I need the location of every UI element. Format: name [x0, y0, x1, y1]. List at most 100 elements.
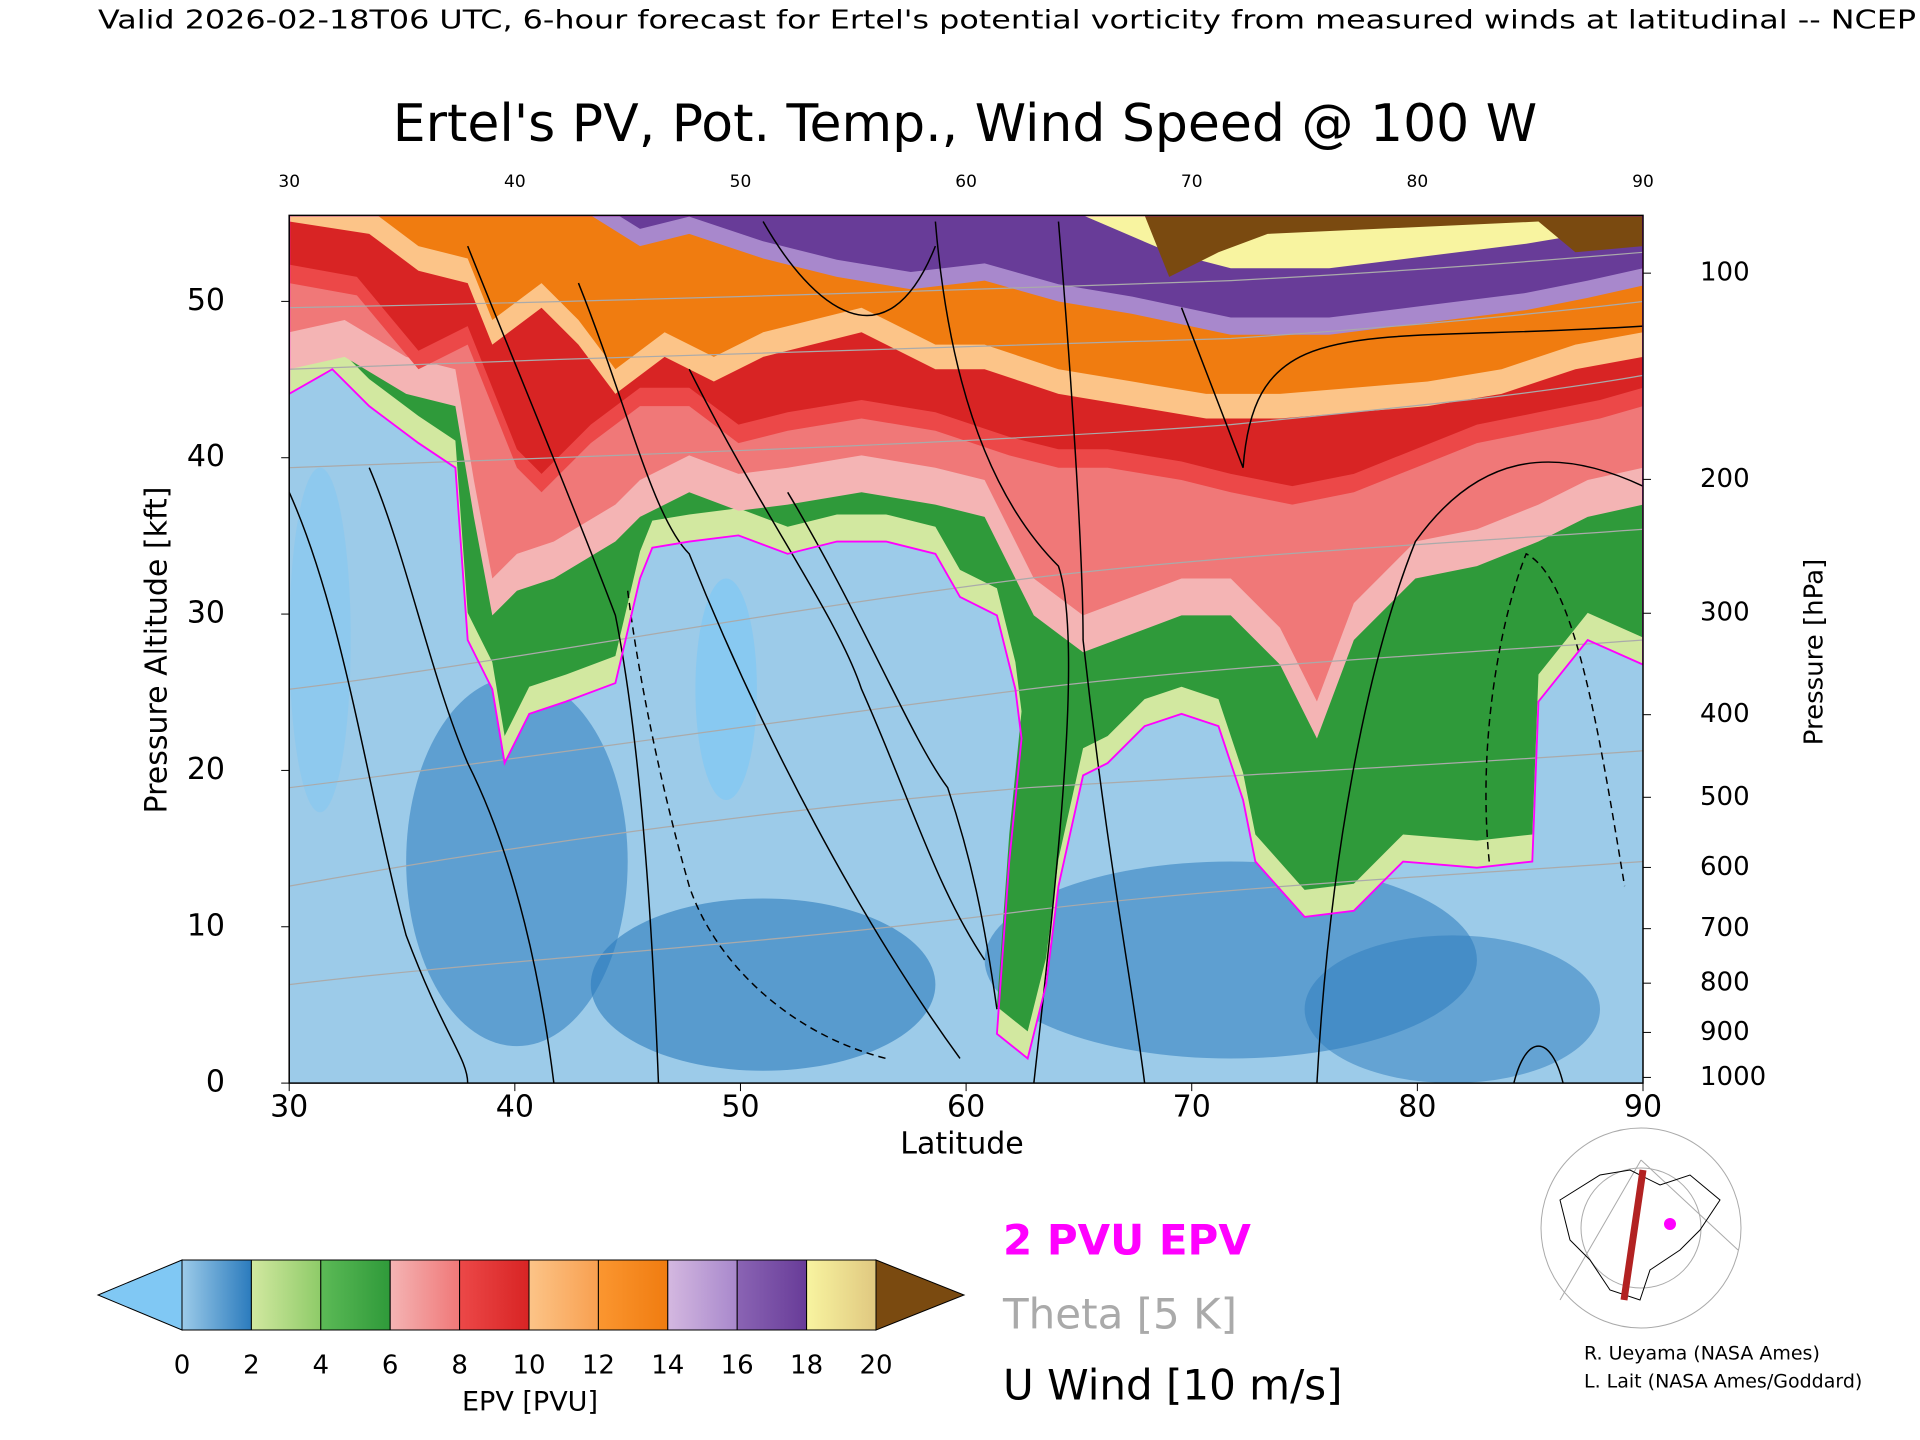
x-top-tick-label: 70 [1181, 172, 1203, 192]
wind-line [289, 492, 469, 1084]
credit: R. Ueyama (NASA Ames) [1584, 1343, 1820, 1365]
y2-tick-label: 900 [1700, 1017, 1750, 1047]
y2-axis-label: Pressure [hPa] [1800, 559, 1830, 746]
y2-tick-label: 500 [1700, 782, 1750, 812]
field-layer [590, 898, 936, 1071]
colorbar-segment [459, 1259, 530, 1331]
x-tick-label: 30 [270, 1090, 308, 1125]
colorbar-tick-label: 0 [174, 1351, 191, 1381]
colorbar-segment [667, 1259, 738, 1331]
x-tick-label: 60 [947, 1090, 985, 1125]
wind-line [467, 245, 660, 1084]
legend-entry: 2 PVU EPV [1003, 1216, 1251, 1265]
colorbar-tick-label: 2 [243, 1351, 260, 1381]
wind-line [688, 368, 986, 961]
field-layer [289, 467, 351, 813]
legend-entry: U Wind [10 m/s] [1003, 1361, 1343, 1410]
wind-line [1316, 461, 1644, 1084]
wind-line [1180, 307, 1644, 468]
colorbar-segment [389, 1259, 461, 1331]
x-top-tick-label: 80 [1407, 172, 1429, 192]
wind-line [1485, 552, 1626, 887]
inset-map [1540, 1127, 1742, 1329]
x-axis-label: Latitude [900, 1127, 1023, 1162]
wind-line [934, 221, 1070, 1084]
credit: L. Lait (NASA Ames/Goddard) [1584, 1371, 1862, 1393]
map-coast [1559, 1169, 1721, 1301]
axes: 3030404050506060707080809090010203040501… [187, 172, 1766, 1125]
wind-line [1057, 221, 1146, 1084]
theta-line [289, 639, 1644, 789]
map-graticule [1559, 1159, 1642, 1301]
field-layer [406, 676, 628, 1047]
y2-tick-label: 400 [1700, 699, 1750, 729]
x-tick-label: 70 [1173, 1090, 1211, 1125]
colorbar-segment [320, 1259, 391, 1331]
y-tick-label: 40 [187, 439, 225, 474]
colorbar-segment [736, 1259, 808, 1331]
x-tick-label: 90 [1624, 1090, 1662, 1125]
map-marker [1664, 1218, 1676, 1230]
wind-contours [289, 221, 1644, 1084]
colorbar-tick-label: 8 [451, 1351, 468, 1381]
theta-contours [289, 251, 1644, 986]
wind-line [762, 221, 937, 317]
wind-line [1513, 1045, 1564, 1084]
theta-line [289, 300, 1644, 370]
pv-field [289, 215, 1644, 1084]
y2-tick-label: 800 [1700, 968, 1750, 998]
map-section-line [1620, 1169, 1647, 1301]
colorbar-tick-label: 6 [382, 1351, 399, 1381]
y2-tick-label: 200 [1700, 464, 1750, 494]
field-layer [695, 578, 757, 801]
y-tick-label: 20 [187, 752, 225, 787]
y-tick-label: 0 [206, 1065, 225, 1100]
colorbar-tick-label: 10 [512, 1351, 545, 1381]
theta-line [289, 251, 1644, 309]
y-axis-label: Pressure Altitude [kft] [140, 487, 175, 814]
colorbar-segment [250, 1259, 322, 1331]
x-top-tick-label: 30 [278, 172, 300, 192]
header: Valid 2026-02-18T06 UTC, 6-hour forecast… [98, 6, 1916, 36]
theta-line [289, 750, 1644, 887]
chart-title: Ertel's PV, Pot. Temp., Wind Speed @ 100… [393, 94, 1537, 154]
x-top-tick-label: 90 [1632, 172, 1654, 192]
colorbar-segment [806, 1259, 877, 1331]
field-layer [1304, 935, 1601, 1084]
colorbar-tick-label: 18 [790, 1351, 823, 1381]
x-top-tick-label: 40 [504, 172, 526, 192]
wind-line [626, 590, 887, 1060]
y2-tick-label: 100 [1700, 258, 1750, 288]
colorbar-segment [181, 1259, 252, 1331]
colorbar-tick-label: 16 [721, 1351, 754, 1381]
y2-tick-label: 600 [1700, 852, 1750, 882]
colorbar-segment [528, 1259, 599, 1331]
x-top-tick-label: 50 [730, 172, 752, 192]
colorbar-tick-label: 12 [582, 1351, 615, 1381]
colorbar-over [875, 1259, 966, 1331]
y2-tick-label: 1000 [1700, 1062, 1766, 1092]
colorbar-under [96, 1259, 183, 1331]
x-tick-label: 80 [1398, 1090, 1436, 1125]
x-top-tick-label: 60 [955, 172, 977, 192]
theta-line [289, 528, 1644, 690]
y-tick-label: 50 [187, 283, 225, 318]
theta-line [289, 374, 1644, 469]
y2-tick-label: 700 [1700, 913, 1750, 943]
colorbar-label: EPV [PVU] [462, 1387, 598, 1418]
colorbar-tick-label: 4 [313, 1351, 330, 1381]
colorbar-segment [597, 1259, 669, 1331]
map-graticule [1540, 1127, 1742, 1329]
x-tick-label: 50 [721, 1090, 759, 1125]
wind-line [368, 467, 555, 1084]
y-tick-label: 10 [187, 908, 225, 943]
theta-line [289, 860, 1644, 986]
wind-line [787, 491, 998, 1010]
x-tick-label: 40 [496, 1090, 534, 1125]
y2-tick-label: 300 [1700, 598, 1750, 628]
map-graticule [1640, 1159, 1739, 1251]
colorbar-tick-label: 14 [651, 1351, 684, 1381]
y-tick-label: 30 [187, 596, 225, 631]
colorbar: 0 2 4 6 8 10 12 14 16 18 20 [96, 1259, 966, 1381]
